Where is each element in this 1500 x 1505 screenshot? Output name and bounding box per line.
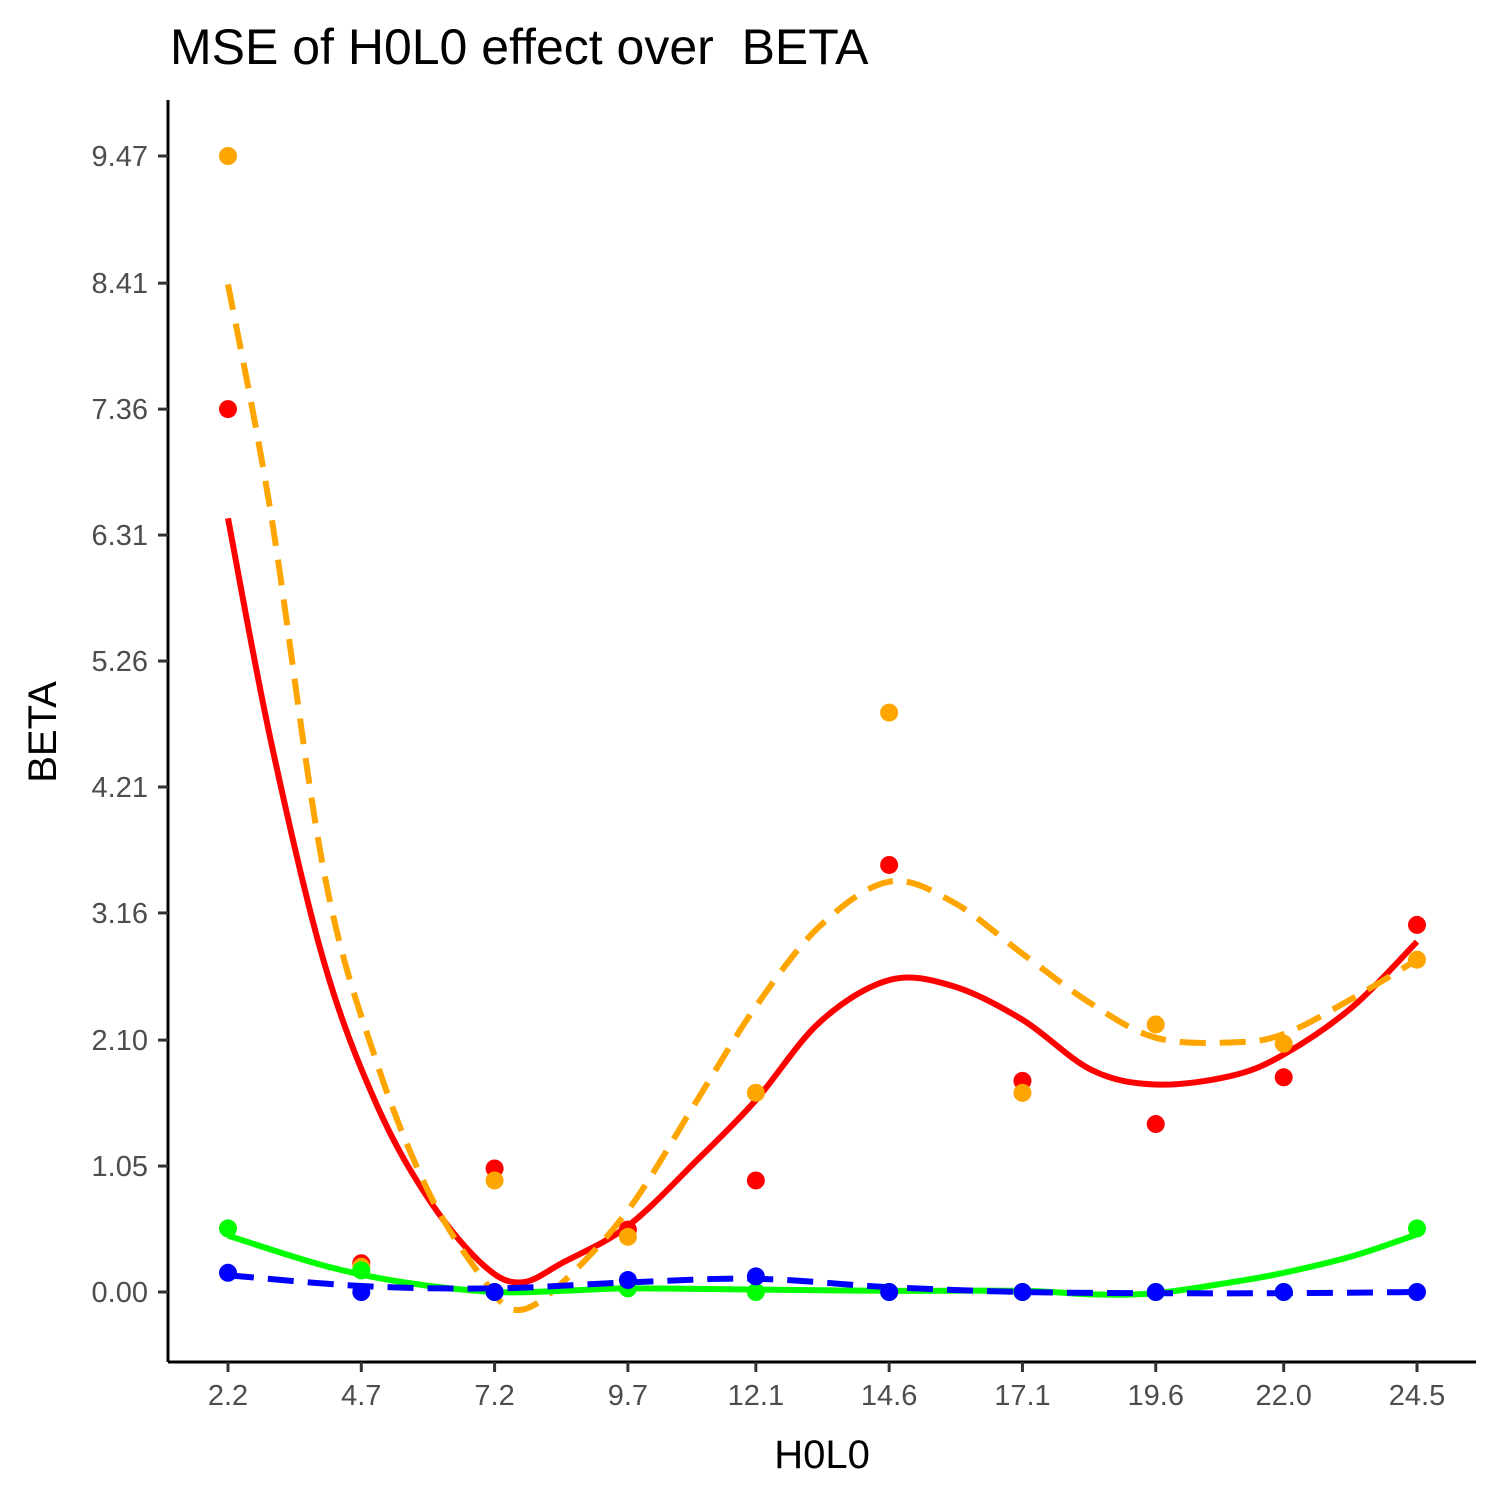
data-point-series-4	[1013, 1283, 1032, 1301]
series-line-2	[225, 283, 1419, 1314]
y-tick-label: 0.00	[92, 1277, 148, 1309]
y-tick-label: 4.21	[92, 772, 148, 804]
y-tick-label: 2.10	[92, 1025, 148, 1057]
data-point-series-2	[880, 703, 899, 722]
y-axis-title: BETA	[21, 681, 65, 783]
x-tick-label: 22.0	[1255, 1380, 1311, 1412]
x-tick-label: 2.2	[208, 1380, 248, 1412]
data-point-series-3	[219, 1219, 237, 1238]
data-point-series-3	[352, 1261, 371, 1280]
x-tick-label: 19.6	[1128, 1380, 1184, 1412]
y-tick-label: 1.05	[92, 1151, 148, 1183]
data-point-series-2	[1146, 1015, 1165, 1034]
series-line-4	[227, 1272, 1418, 1297]
data-point-series-1	[880, 855, 899, 874]
data-point-series-3	[1408, 1219, 1426, 1238]
data-point-series-4	[1274, 1283, 1293, 1301]
data-point-series-4	[219, 1263, 237, 1282]
x-tick-label: 4.7	[341, 1380, 381, 1412]
data-point-series-1	[1274, 1068, 1293, 1087]
data-point-series-1	[746, 1171, 765, 1190]
y-tick-label: 3.16	[92, 898, 148, 930]
data-point-series-4	[1146, 1283, 1165, 1301]
y-tick-label: 8.41	[92, 268, 148, 300]
y-tick-label: 5.26	[92, 646, 148, 678]
x-tick-label: 24.5	[1389, 1380, 1445, 1412]
data-point-series-4	[352, 1283, 371, 1301]
data-point-series-4	[746, 1267, 765, 1286]
data-point-series-3	[746, 1283, 765, 1301]
data-point-series-2	[746, 1083, 765, 1102]
x-tick-label: 17.1	[994, 1380, 1050, 1412]
axes-layer: 0.00 1.05 2.10 3.16 4.21 5.26 6.31 7.36 8.41 9.47…	[92, 100, 1476, 1412]
data-point-series-2	[618, 1227, 637, 1246]
data-point-series-4	[1408, 1283, 1426, 1301]
lines-layer	[225, 283, 1420, 1314]
chart-title: MSE of H0L0 effect over BETA	[170, 19, 869, 75]
data-point-series-2	[1274, 1034, 1293, 1053]
data-point-series-1	[1146, 1115, 1165, 1134]
x-tick-label: 7.2	[474, 1380, 514, 1412]
data-point-series-2	[219, 147, 237, 165]
data-point-series-4	[880, 1283, 899, 1301]
data-point-series-2	[485, 1171, 504, 1190]
x-tick-label: 14.6	[861, 1380, 917, 1412]
y-tick-label: 7.36	[92, 394, 148, 426]
x-tick-label: 12.1	[728, 1380, 784, 1412]
data-point-series-4	[485, 1283, 504, 1301]
x-tick-label: 9.7	[608, 1380, 648, 1412]
series-line-1	[225, 517, 1420, 1286]
y-tick-label: 9.47	[92, 141, 148, 173]
y-tick-label: 6.31	[92, 520, 148, 552]
data-point-series-1	[219, 400, 237, 419]
data-point-series-4	[618, 1271, 637, 1290]
series-line-3	[227, 1231, 1418, 1298]
data-point-series-2	[1408, 950, 1426, 969]
points-layer	[219, 147, 1426, 1301]
data-point-series-2	[1013, 1083, 1032, 1102]
x-axis-title: H0L0	[774, 1433, 870, 1477]
data-point-series-1	[1408, 915, 1426, 934]
